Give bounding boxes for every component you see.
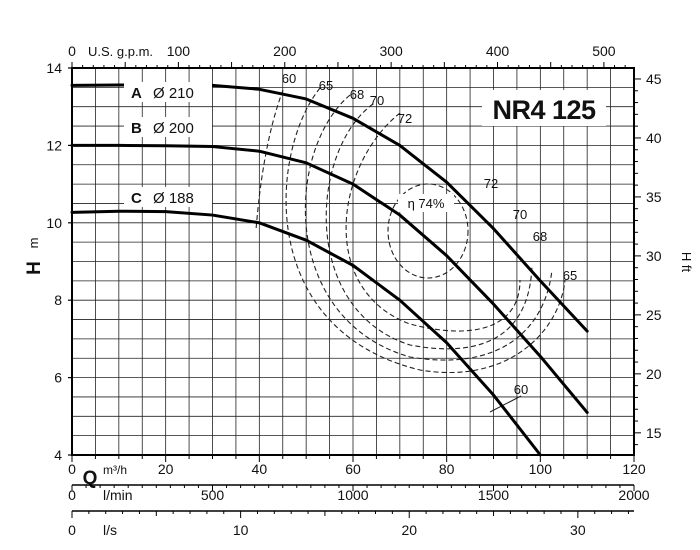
curve-label-letter: C xyxy=(131,190,142,207)
efficiency-label: 70 xyxy=(513,207,527,222)
ls-axis-label: l/s xyxy=(103,522,117,538)
efficiency-center-background xyxy=(398,194,454,212)
efficiency-label: 65 xyxy=(319,78,333,93)
top-tick-label: 300 xyxy=(379,43,403,59)
top-tick-label: 200 xyxy=(273,43,297,59)
efficiency-label: 70 xyxy=(370,93,384,108)
curve-label-background xyxy=(124,117,212,137)
y-tick-label: 10 xyxy=(46,215,62,231)
ls-tick-label: 10 xyxy=(233,522,249,538)
y-tick-label: 6 xyxy=(54,370,62,386)
lmin-tick-label: 1500 xyxy=(478,487,509,503)
efficiency-contour-65 xyxy=(285,87,566,373)
right-tick-label: 20 xyxy=(646,366,662,382)
y-axis-symbol: H xyxy=(24,261,45,275)
y-tick-label: 14 xyxy=(46,60,62,76)
pump-curve-B xyxy=(70,143,589,414)
right-tick-label: 15 xyxy=(646,425,662,441)
y-tick-label: 4 xyxy=(54,447,62,463)
x-tick-label: 100 xyxy=(529,461,553,477)
right-tick-label: 45 xyxy=(646,71,662,87)
y-tick-label: 8 xyxy=(54,292,62,308)
top-tick-label: 400 xyxy=(486,43,510,59)
efficiency-contour-68 xyxy=(304,94,553,361)
efficiency-center-label: η 74% xyxy=(408,196,445,211)
right-axis-label: H ft xyxy=(679,252,694,273)
x-tick-label: 20 xyxy=(158,461,174,477)
x-axis-unit: m³/h xyxy=(103,463,127,477)
top-axis-label: U.S. g.p.m. xyxy=(88,44,153,59)
efficiency-label: 68 xyxy=(350,87,364,102)
ls-tick-label: 20 xyxy=(401,522,417,538)
curve-label-diameter: Ø 188 xyxy=(153,190,194,207)
efficiency-curves: 60 65 68 70 72 72 70 68 65 60 η 74% xyxy=(255,71,577,413)
curve-label-background xyxy=(124,82,212,102)
x-tick-label: 120 xyxy=(622,461,646,477)
right-tick-label: 40 xyxy=(646,130,662,146)
x-tick-label: 0 xyxy=(68,461,76,477)
x-tick-label: 60 xyxy=(345,461,361,477)
efficiency-label: 72 xyxy=(398,111,412,126)
curve-label-background xyxy=(124,187,212,207)
chart-title: NR4 125 xyxy=(492,95,596,125)
x-tick-label: 40 xyxy=(252,461,268,477)
ls-tick-label: 30 xyxy=(570,522,586,538)
top-tick-label: 0 xyxy=(68,43,76,59)
ls-tick-label: 0 xyxy=(68,522,76,538)
y-tick-label: 12 xyxy=(46,137,62,153)
lmin-tick-label: 500 xyxy=(201,487,225,503)
efficiency-contour-74 xyxy=(387,183,469,279)
efficiency-label: 65 xyxy=(563,268,577,283)
efficiency-contour-70 xyxy=(325,103,533,350)
y-axis-unit: m xyxy=(26,238,41,249)
efficiency-label: 60 xyxy=(282,71,296,86)
x-axis-symbol: Q xyxy=(83,468,98,489)
title-background xyxy=(482,90,606,126)
lmin-tick-label: 2000 xyxy=(618,487,649,503)
lmin-axis-label: l/min xyxy=(103,487,133,503)
curve-label-letter: A xyxy=(131,85,142,102)
right-tick-label: 35 xyxy=(646,189,662,205)
right-tick-label: 30 xyxy=(646,248,662,264)
efficiency-contour-60 xyxy=(255,89,284,231)
lmin-tick-label: 1000 xyxy=(337,487,368,503)
chart-labels: NR4 125 A Ø 210 B Ø 200 C Ø 188 xyxy=(124,82,606,207)
lmin-tick-label: 0 xyxy=(68,487,76,503)
curve-label-diameter: Ø 200 xyxy=(153,120,194,137)
curve-label-diameter: Ø 210 xyxy=(153,85,194,102)
efficiency-label: 60 xyxy=(514,382,528,397)
efficiency-label: 68 xyxy=(533,229,547,244)
right-tick-label: 25 xyxy=(646,307,662,323)
top-tick-label: 100 xyxy=(167,43,191,59)
efficiency-marker-60 xyxy=(489,395,522,413)
curve-label-letter: B xyxy=(131,120,142,137)
efficiency-contour-72 xyxy=(345,112,521,332)
x-tick-label: 80 xyxy=(439,461,455,477)
top-tick-label: 500 xyxy=(592,43,616,59)
efficiency-label: 72 xyxy=(484,176,498,191)
